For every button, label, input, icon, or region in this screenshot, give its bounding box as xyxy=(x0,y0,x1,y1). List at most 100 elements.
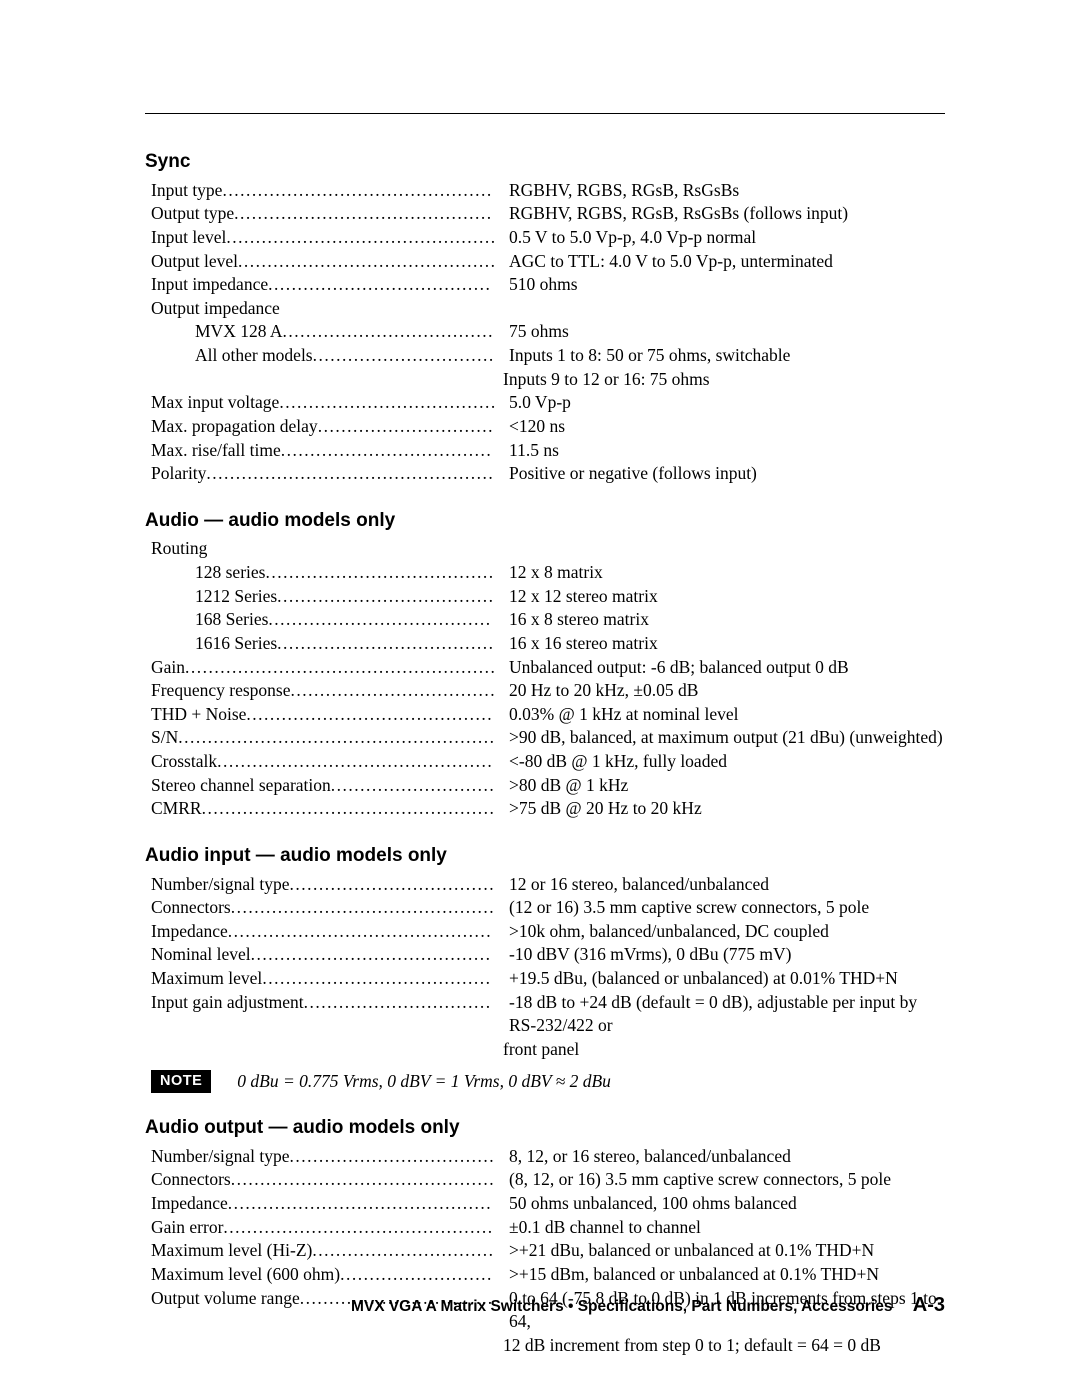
leader-dots: ........................................… xyxy=(185,656,503,680)
spec-label: Gain xyxy=(151,656,185,680)
spec-label: 1616 Series xyxy=(195,632,277,656)
section-heading: Audio — audio models only xyxy=(145,508,945,534)
spec-row: Impedance ..............................… xyxy=(145,1192,945,1216)
spec-value: RGBHV, RGBS, RGsB, RsGsBs (follows input… xyxy=(509,202,945,226)
spec-row: Nominal level ..........................… xyxy=(145,943,945,967)
section-heading: Audio input — audio models only xyxy=(145,843,945,869)
spec-row: Max input voltage ......................… xyxy=(145,391,945,415)
spec-label: Output level xyxy=(151,250,238,274)
spec-value: Unbalanced output: -6 dB; balanced outpu… xyxy=(509,656,945,680)
spec-value: 20 Hz to 20 kHz, ±0.05 dB xyxy=(509,679,945,703)
spec-value: 12 x 12 stereo matrix xyxy=(509,585,945,609)
spec-value: <120 ns xyxy=(509,415,945,439)
spec-label: 128 series xyxy=(195,561,265,585)
leader-dots: ........................................… xyxy=(223,1216,503,1240)
spec-row: Output level ...........................… xyxy=(145,250,945,274)
spec-value: 510 ohms xyxy=(509,273,945,297)
spec-label: Impedance xyxy=(151,920,228,944)
spec-label: Polarity xyxy=(151,462,206,486)
leader-dots: ..................................... xyxy=(277,632,503,656)
spec-row: Routing xyxy=(145,537,945,561)
spec-label: Number/signal type xyxy=(151,873,290,897)
leader-dots: ...................................... xyxy=(268,608,503,632)
leader-dots: ............................... xyxy=(313,344,503,368)
spec-row: Maximum level (Hi-Z) ...................… xyxy=(145,1239,945,1263)
spec-label: Output type xyxy=(151,202,234,226)
spec-label: Connectors xyxy=(151,896,231,920)
spec-row: THD + Noise ............................… xyxy=(145,703,945,727)
spec-value: 5.0 Vp-p xyxy=(509,391,945,415)
spec-label: Crosstalk xyxy=(151,750,217,774)
page-footer: MVX VGA A Matrix Switchers • Specificati… xyxy=(145,1292,945,1319)
spec-label: Frequency response xyxy=(151,679,290,703)
spec-label: Output impedance xyxy=(151,297,280,321)
leader-dots: ........................................… xyxy=(206,462,503,486)
spec-label: MVX 128 A xyxy=(195,320,283,344)
spec-value: >80 dB @ 1 kHz xyxy=(509,774,945,798)
spec-value: 75 ohms xyxy=(509,320,945,344)
spec-row: Max. rise/fall time ....................… xyxy=(145,439,945,463)
leader-dots: ................................ xyxy=(304,991,503,1015)
spec-value: (12 or 16) 3.5 mm captive screw connecto… xyxy=(509,896,945,920)
page-number: A-3 xyxy=(913,1294,945,1316)
spec-label: Input level xyxy=(151,226,226,250)
spec-value: 50 ohms unbalanced, 100 ohms balanced xyxy=(509,1192,945,1216)
leader-dots: ........................................… xyxy=(217,750,503,774)
spec-value: (8, 12, or 16) 3.5 mm captive screw conn… xyxy=(509,1168,945,1192)
spec-row: 168 Series .............................… xyxy=(145,608,945,632)
spec-label: Maximum level (600 ohm) xyxy=(151,1263,340,1287)
spec-value: 12 x 8 matrix xyxy=(509,561,945,585)
note-badge: NOTE xyxy=(151,1070,211,1094)
spec-continuation: 12 dB increment from step 0 to 1; defaul… xyxy=(145,1334,945,1358)
spec-value: 0.03% @ 1 kHz at nominal level xyxy=(509,703,945,727)
leader-dots: ........................................… xyxy=(178,726,503,750)
spec-value: 0.5 V to 5.0 Vp-p, 4.0 Vp-p normal xyxy=(509,226,945,250)
leader-dots: ........................................… xyxy=(234,202,503,226)
spec-label: Max. rise/fall time xyxy=(151,439,281,463)
spec-value: +19.5 dBu, (balanced or unbalanced) at 0… xyxy=(509,967,945,991)
leader-dots: ...................................... xyxy=(268,273,503,297)
leader-dots: ........................................… xyxy=(231,1168,503,1192)
spec-value: 16 x 16 stereo matrix xyxy=(509,632,945,656)
spec-row: 1616 Series ............................… xyxy=(145,632,945,656)
spec-label: Maximum level xyxy=(151,967,262,991)
spec-label: Max. propagation delay xyxy=(151,415,318,439)
spec-row: Output type ............................… xyxy=(145,202,945,226)
spec-label: 1212 Series xyxy=(195,585,277,609)
spec-value: >90 dB, balanced, at maximum output (21 … xyxy=(509,726,945,750)
spec-value: AGC to TTL: 4.0 V to 5.0 Vp-p, untermina… xyxy=(509,250,945,274)
spec-value: -18 dB to +24 dB (default = 0 dB), adjus… xyxy=(509,991,945,1038)
spec-label: CMRR xyxy=(151,797,202,821)
spec-value: <-80 dB @ 1 kHz, fully loaded xyxy=(509,750,945,774)
leader-dots: ........................................… xyxy=(202,797,503,821)
spec-row: 128 series .............................… xyxy=(145,561,945,585)
leader-dots: ................................... xyxy=(290,873,503,897)
leader-dots: .............................. xyxy=(318,415,503,439)
spec-continuation: Inputs 9 to 12 or 16: 75 ohms xyxy=(145,368,945,392)
spec-row: Gain error .............................… xyxy=(145,1216,945,1240)
spec-label: All other models xyxy=(195,344,313,368)
spec-row: MVX 128 A ..............................… xyxy=(145,320,945,344)
spec-label: Input type xyxy=(151,179,222,203)
spec-row: Crosstalk ..............................… xyxy=(145,750,945,774)
leader-dots: ............................... xyxy=(312,1239,503,1263)
spec-label: Gain error xyxy=(151,1216,223,1240)
leader-dots: ..................................... xyxy=(279,391,503,415)
spec-row: Polarity ...............................… xyxy=(145,462,945,486)
spec-row: Output impedance xyxy=(145,297,945,321)
note-text: 0 dBu = 0.775 Vrms, 0 dBV = 1 Vrms, 0 dB… xyxy=(237,1070,611,1094)
leader-dots: ........................................… xyxy=(231,896,503,920)
spec-value: >10k ohm, balanced/unbalanced, DC couple… xyxy=(509,920,945,944)
leader-dots: ........................................… xyxy=(251,943,503,967)
spec-value: -10 dBV (316 mVrms), 0 dBu (775 mV) xyxy=(509,943,945,967)
spec-row: Max. propagation delay .................… xyxy=(145,415,945,439)
spec-row: Frequency response .....................… xyxy=(145,679,945,703)
spec-label: Stereo channel separation xyxy=(151,774,331,798)
spec-value: ±0.1 dB channel to channel xyxy=(509,1216,945,1240)
spec-value: >+21 dBu, balanced or unbalanced at 0.1%… xyxy=(509,1239,945,1263)
leader-dots: ........................................… xyxy=(238,250,503,274)
spec-row: Maximum level ..........................… xyxy=(145,967,945,991)
spec-label: Input impedance xyxy=(151,273,268,297)
leader-dots: ................................... xyxy=(290,1145,503,1169)
spec-row: Connectors .............................… xyxy=(145,896,945,920)
